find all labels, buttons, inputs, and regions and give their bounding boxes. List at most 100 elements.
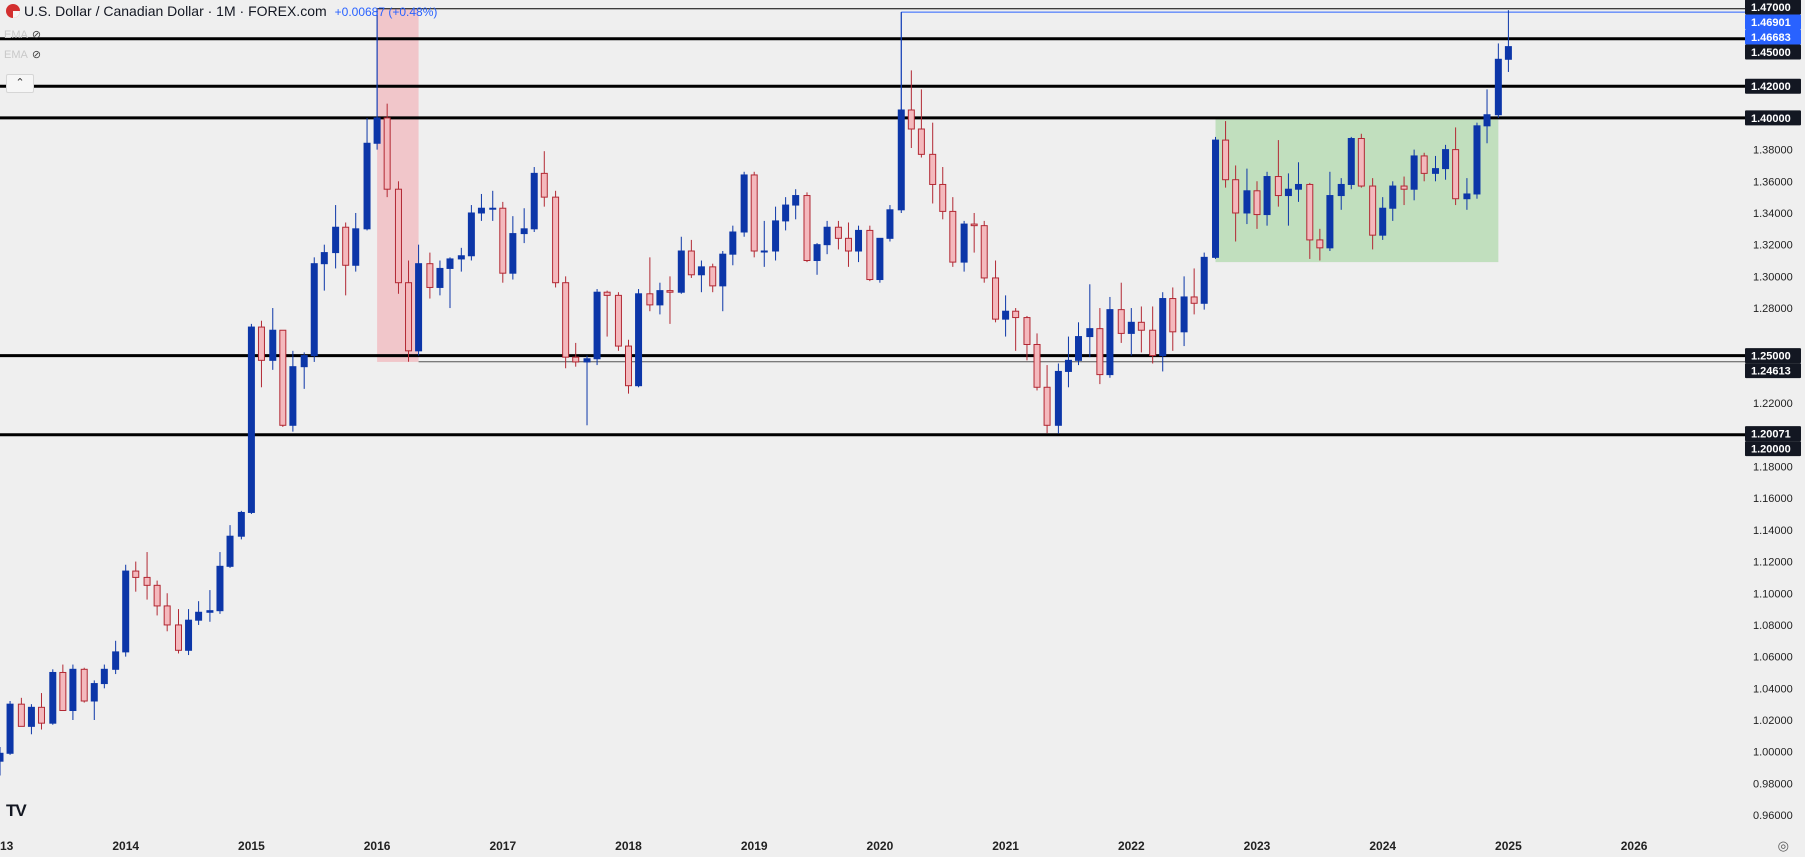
candle-body <box>342 226 350 266</box>
candle-body <box>520 228 528 235</box>
candle <box>866 225 874 282</box>
candle-body <box>1316 239 1324 249</box>
candle <box>1431 155 1439 182</box>
price-badge-label: 1.20071 <box>1751 429 1791 441</box>
candle <box>876 237 884 283</box>
candle-body <box>687 250 695 276</box>
candle <box>206 590 214 622</box>
ema-indicator-1[interactable]: EMA ⊘ <box>4 28 41 41</box>
collapse-indicators-button[interactable]: ⌃ <box>6 74 34 93</box>
candle-body <box>792 195 800 206</box>
candle-body <box>1159 298 1167 357</box>
y-tick-label: 1.16000 <box>1753 493 1793 505</box>
candle <box>552 190 560 288</box>
candle <box>100 664 108 689</box>
candle <box>1316 228 1324 261</box>
candle-body <box>477 207 485 214</box>
candle <box>1002 295 1010 337</box>
candle-body <box>37 706 45 724</box>
candle <box>174 609 182 654</box>
price-badge-label: 1.46901 <box>1751 17 1791 29</box>
candle <box>1284 173 1292 226</box>
candle-body <box>1023 317 1031 345</box>
candle <box>37 693 45 730</box>
candle-body <box>90 683 98 702</box>
candle <box>1012 308 1020 351</box>
zone-green <box>1215 119 1499 263</box>
candle-body <box>394 188 402 284</box>
candle <box>509 216 517 280</box>
candle <box>740 171 748 237</box>
candle-body <box>1190 296 1198 304</box>
settings-icon[interactable]: ◎ <box>1777 838 1789 853</box>
price-badge <box>1745 348 1801 364</box>
candle <box>332 205 340 269</box>
candle-body <box>614 294 622 347</box>
candle <box>247 323 255 515</box>
price-badge <box>1745 29 1801 45</box>
candle-body <box>625 345 632 387</box>
candle-body <box>69 668 77 712</box>
candle <box>1452 127 1460 206</box>
candle <box>709 263 717 293</box>
candle <box>760 220 768 267</box>
candle-body <box>100 668 108 685</box>
x-tick-label: 2018 <box>615 839 642 853</box>
price-badge-label: 1.20000 <box>1751 444 1791 456</box>
candle <box>185 609 193 656</box>
candle <box>1400 176 1408 206</box>
x-tick-label: 2017 <box>489 839 516 853</box>
candle <box>1483 89 1491 144</box>
candle-body <box>666 290 674 293</box>
eye-hidden-icon[interactable]: ⊘ <box>31 29 42 41</box>
candle-body <box>1400 185 1408 190</box>
symbol-title[interactable]: U.S. Dollar / Canadian Dollar · 1M · FOR… <box>24 3 327 19</box>
candle-body <box>939 183 947 212</box>
y-tick-label: 1.00000 <box>1753 747 1793 759</box>
candle <box>300 352 308 389</box>
candle <box>90 680 98 721</box>
candle-body <box>1473 125 1481 195</box>
eye-hidden-icon[interactable]: ⊘ <box>31 49 42 61</box>
candle-body <box>1137 321 1145 331</box>
price-badge <box>1745 44 1801 60</box>
candle-body <box>1096 328 1104 376</box>
candle-body <box>1452 149 1460 200</box>
candle <box>1442 144 1450 180</box>
candle <box>1369 178 1377 250</box>
candle <box>1263 171 1271 226</box>
candle <box>635 289 643 388</box>
candle <box>593 289 601 366</box>
y-tick-label: 1.32000 <box>1753 240 1793 252</box>
candle-body <box>656 290 664 306</box>
candle-body <box>1337 183 1345 197</box>
candle <box>1379 197 1387 240</box>
ema-indicator-2[interactable]: EMA ⊘ <box>4 48 41 61</box>
candle-body <box>174 624 182 651</box>
candle <box>583 355 591 426</box>
y-tick-label: 1.34000 <box>1753 208 1793 220</box>
candle <box>1023 315 1031 361</box>
candle <box>687 239 695 278</box>
candle-body <box>1347 138 1355 185</box>
candle-body <box>320 252 328 265</box>
candle-body <box>1002 310 1010 320</box>
tradingview-logo[interactable]: TV <box>6 801 27 820</box>
candle <box>1253 181 1261 229</box>
candle-body <box>1369 185 1377 236</box>
price-badge-label: 1.40000 <box>1751 113 1791 125</box>
candle-body <box>1200 256 1208 304</box>
candle <box>844 222 852 267</box>
price-badge <box>1745 0 1801 15</box>
candle <box>17 697 25 727</box>
candle-body <box>1463 193 1471 200</box>
candle <box>163 593 171 632</box>
candle-body <box>27 706 35 727</box>
candle-body <box>1389 185 1397 209</box>
price-badge <box>1745 426 1801 442</box>
candle <box>489 190 497 221</box>
candle <box>1389 181 1397 221</box>
candle-body <box>1106 309 1114 376</box>
candle-body <box>143 576 151 586</box>
